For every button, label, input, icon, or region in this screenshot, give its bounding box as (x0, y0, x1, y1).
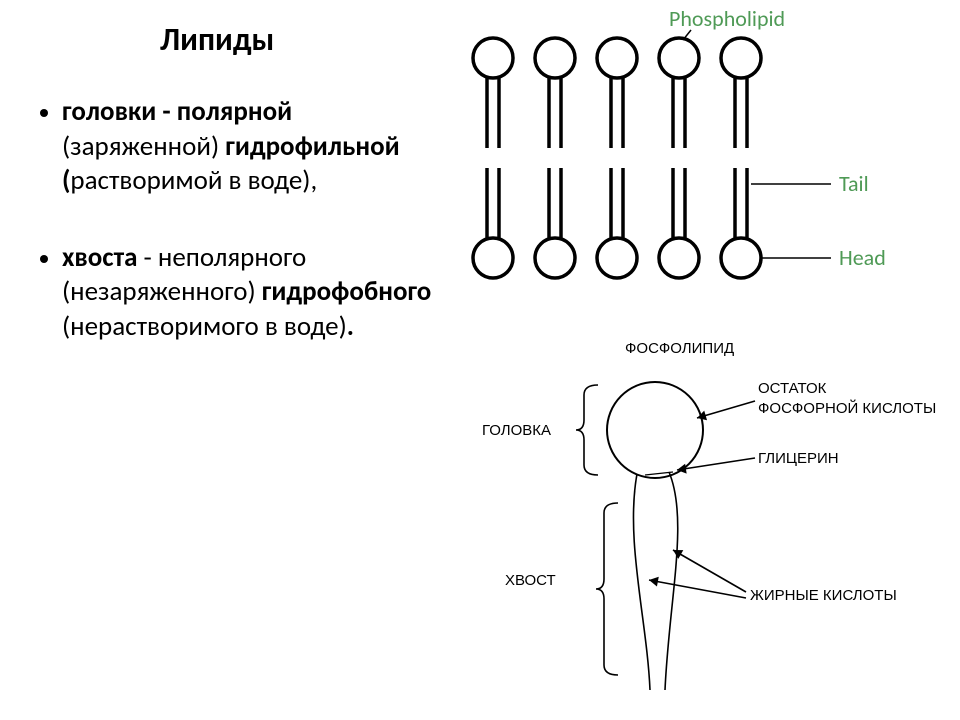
bullet-list: головки - полярной (заряженной) гидрофил… (40, 95, 440, 386)
lipid-head (597, 38, 637, 78)
label-glycerol: ГЛИЦЕРИН (758, 450, 839, 467)
label-phospholipid: Phospholipid (669, 8, 785, 32)
label-head: Head (839, 244, 886, 271)
brace (576, 385, 598, 475)
fatty-tail (665, 472, 678, 690)
bullet-item: хвоста - неполярного (незаряженного) гид… (40, 241, 440, 345)
bullet-text: хвоста - неполярного (незаряженного) гид… (62, 241, 440, 345)
label-phosphate: ОСТАТОК (758, 380, 827, 397)
lipid-head (721, 238, 761, 278)
fatty-tail (633, 474, 650, 690)
bullet-marker (40, 109, 48, 117)
arrow (649, 580, 746, 598)
label-title: ФОСФОЛИПИД (625, 340, 734, 357)
lipid-head (473, 38, 513, 78)
lipid-head (659, 38, 699, 78)
bullet-text: головки - полярной (заряженной) гидрофил… (62, 95, 440, 199)
label-tail: Tail (839, 170, 869, 197)
label-fatty: ЖИРНЫЕ КИСЛОТЫ (750, 587, 897, 604)
arrow (697, 401, 755, 418)
bullet-marker (40, 255, 48, 263)
phospholipid-detail-diagram: ФОСФОЛИПИД ГОЛОВКА ХВОСТ ОСТАТОК ФОСФОРНОЙ К… (450, 335, 950, 705)
head-circle (607, 382, 703, 478)
arrow-head (649, 577, 659, 587)
lipid-head (721, 38, 761, 78)
bilayer-diagram: Phospholipid Tail Head (445, 8, 945, 308)
lipid-head (535, 238, 575, 278)
lipid-head (597, 238, 637, 278)
brace (596, 503, 618, 675)
lipid-head (473, 238, 513, 278)
label-head: ГОЛОВКА (482, 422, 551, 439)
bullet-item: головки - полярной (заряженной) гидрофил… (40, 95, 440, 199)
lipid-head (535, 38, 575, 78)
title-text: Липиды (160, 20, 274, 59)
slide-title: Липиды (160, 20, 274, 59)
lipid-head (659, 238, 699, 278)
label-phosphate2: ФОСФОРНОЙ КИСЛОТЫ (758, 399, 936, 417)
label-tail: ХВОСТ (505, 572, 556, 589)
